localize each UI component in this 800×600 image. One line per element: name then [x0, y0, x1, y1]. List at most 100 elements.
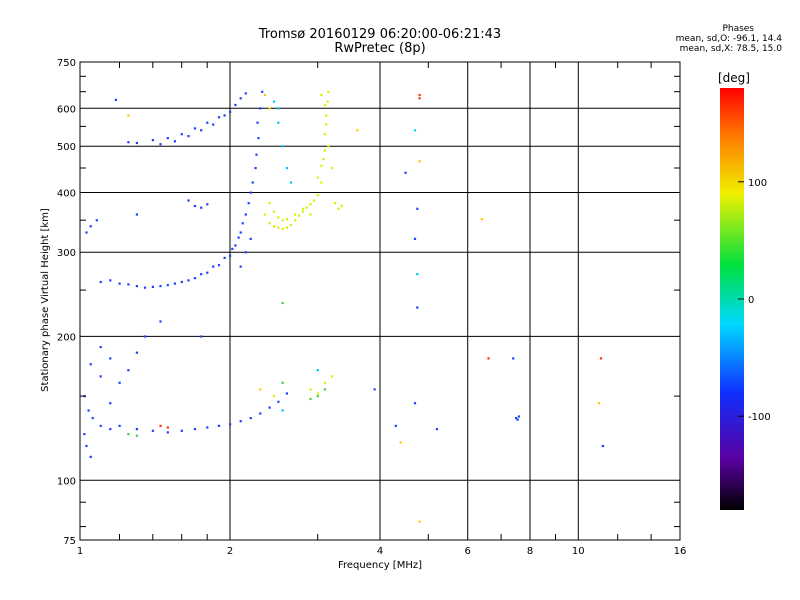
data-point [316, 395, 319, 398]
scatter-points [83, 90, 604, 523]
data-point [418, 160, 421, 163]
data-point [599, 357, 603, 360]
data-point [180, 133, 183, 136]
data-point [323, 103, 326, 107]
data-point [435, 428, 438, 431]
data-point [206, 203, 209, 206]
data-point [99, 346, 102, 349]
data-point [247, 202, 250, 205]
data-point [151, 285, 154, 288]
phase-stats-x: mean, sd,X: 78.5, 15.0 [679, 44, 782, 54]
data-point [257, 137, 260, 140]
data-point [301, 210, 304, 213]
data-point [187, 279, 190, 282]
data-point [206, 121, 209, 124]
data-point [259, 388, 262, 391]
data-point [285, 218, 288, 221]
data-point [109, 357, 112, 360]
data-point [330, 375, 333, 378]
data-point [281, 301, 284, 305]
data-point [281, 227, 284, 230]
data-point [416, 306, 419, 309]
data-point [277, 107, 280, 110]
phase-box-title: Phases [722, 24, 754, 34]
colorbar-tick-label: -100 [748, 412, 771, 423]
plot-title: Tromsø 20160129 06:20:00-06:21:43 [258, 27, 502, 42]
data-point [281, 145, 284, 148]
data-point [289, 224, 293, 227]
data-point [193, 204, 196, 208]
colorbar-unit-label: [deg] [718, 71, 750, 85]
x-tick-label: 2 [227, 546, 233, 557]
data-point [159, 424, 162, 427]
data-point [206, 426, 209, 429]
data-point [200, 335, 203, 338]
data-point [200, 206, 203, 209]
data-point [487, 357, 490, 360]
data-point [309, 388, 312, 391]
data-point [212, 123, 215, 126]
x-axis-label: Frequency [MHz] [338, 560, 422, 571]
x-tick-label: 6 [465, 546, 471, 557]
data-point [480, 218, 483, 221]
data-point [323, 381, 326, 384]
data-point [231, 247, 234, 250]
data-point [516, 418, 519, 421]
data-point [127, 114, 130, 117]
data-point [277, 121, 280, 124]
data-point [251, 181, 254, 184]
data-point [255, 153, 258, 156]
data-point [217, 264, 221, 267]
data-point [413, 129, 417, 132]
data-point [418, 97, 421, 100]
x-tick-label: 1 [77, 546, 83, 557]
data-point [597, 402, 601, 405]
data-point [114, 98, 117, 101]
data-point [118, 282, 121, 285]
data-point [217, 116, 221, 119]
data-point [151, 139, 154, 142]
data-point [244, 251, 247, 254]
data-point [193, 428, 196, 431]
data-point [399, 441, 402, 444]
data-point [166, 431, 169, 434]
data-point [159, 143, 162, 146]
data-point [337, 207, 340, 210]
data-point [272, 100, 276, 103]
data-point [601, 444, 604, 448]
data-point [256, 121, 259, 124]
x-tick-label: 4 [377, 546, 383, 557]
y-tick-label: 75 [63, 536, 76, 547]
data-point [135, 141, 138, 145]
y-tick-label: 500 [57, 142, 76, 153]
data-point [85, 231, 88, 234]
data-point [517, 415, 521, 418]
data-point [166, 137, 169, 140]
grid-lines [80, 62, 680, 540]
data-point [193, 277, 196, 280]
data-point [249, 191, 252, 194]
plot-subtitle: RwPretec (8p) [334, 41, 426, 56]
data-point [289, 181, 293, 184]
colorbar-tick-label: 100 [748, 178, 767, 189]
data-point [281, 381, 284, 384]
data-point [259, 412, 262, 415]
data-point [293, 219, 297, 222]
data-point [259, 107, 262, 110]
data-point [87, 409, 90, 412]
data-point [320, 181, 323, 184]
colorbar-tick-label: 0 [748, 295, 754, 306]
x-tick-label: 8 [527, 546, 533, 557]
data-point [268, 107, 271, 110]
data-point [356, 129, 359, 132]
data-point [316, 369, 319, 372]
data-point [268, 406, 271, 409]
data-point [272, 210, 276, 213]
data-point [272, 395, 276, 398]
phase-stats-o: mean, sd,O: -96.1, 14.4 [675, 34, 782, 44]
data-point [512, 357, 515, 360]
data-point [416, 273, 419, 276]
plot-frame [79, 61, 681, 541]
data-point [173, 140, 176, 143]
